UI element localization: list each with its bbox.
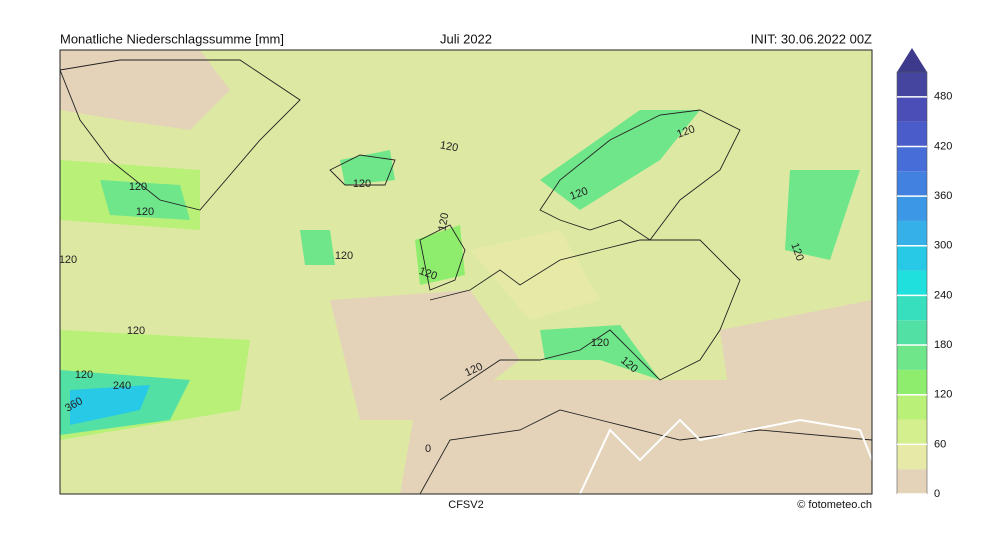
- credit: © fotometeo.ch: [797, 499, 872, 511]
- coastline: [539, 109, 741, 241]
- patch: [70, 385, 150, 425]
- contour-label: 120: [568, 185, 589, 203]
- contour-label: 120: [788, 241, 806, 262]
- model-name: CFSV2: [448, 499, 483, 511]
- init-time: INIT: 30.06.2022 00Z: [751, 31, 872, 46]
- colorbar-tick-label: 180: [934, 339, 952, 351]
- contour-label: 120: [136, 206, 154, 218]
- map: 1201201201201201201201201201202403601201…: [59, 50, 872, 494]
- colorbar-bin: [897, 345, 927, 370]
- coastline: [419, 224, 466, 291]
- contour-label: 120: [75, 369, 93, 381]
- month: Juli 2022: [440, 31, 492, 46]
- colorbar-bin: [897, 245, 927, 271]
- colorbar-tick-label: 480: [934, 91, 952, 103]
- colorbar-bin: [897, 394, 927, 420]
- colorbar-bin: [897, 72, 927, 97]
- scandinavia: [540, 110, 700, 210]
- colorbar-bin: [897, 96, 927, 122]
- contour-label: 120: [417, 265, 438, 283]
- alps: [540, 325, 660, 380]
- colorbar-bin: [897, 419, 927, 445]
- title: Monatliche Niederschlagssumme [mm]: [60, 31, 284, 46]
- russia: [785, 170, 860, 260]
- patch: [300, 230, 335, 265]
- colorbar-bin: [897, 171, 927, 197]
- colorbar-tick-label: 120: [934, 389, 952, 401]
- colorbar-bin: [897, 220, 927, 246]
- colorbar-tick-label: 360: [934, 190, 952, 202]
- colorbar-bin: [897, 320, 927, 346]
- patch: [100, 180, 190, 220]
- colorbar: 0 60 120 180 240 300 360 420 480: [896, 48, 952, 500]
- contour-label: 120: [591, 337, 609, 349]
- colorbar-bin: [897, 369, 927, 395]
- colorbar-tick-label: 0: [934, 488, 940, 500]
- colorbar-tick-label: 420: [934, 140, 952, 152]
- contour-label: 0: [425, 443, 431, 455]
- colorbar-bin: [897, 121, 927, 147]
- contour-label: 120: [335, 250, 353, 262]
- colorbar-bin: [897, 196, 927, 221]
- colorbar-bin: [897, 469, 927, 494]
- colorbar-tick-label: 300: [934, 240, 952, 252]
- north-africa: [400, 380, 872, 494]
- coastline: [429, 239, 741, 401]
- colorbar-extension: [897, 48, 927, 72]
- coastline: [60, 59, 301, 211]
- colorbar-bin: [897, 444, 927, 470]
- contour-label: 120: [59, 254, 77, 266]
- iceland: [340, 150, 395, 185]
- coastline: [329, 154, 396, 186]
- map-frame: [59, 49, 873, 495]
- contour-label: 120: [439, 139, 459, 154]
- colorbar-bin: [897, 146, 927, 172]
- west-europe: [470, 230, 600, 320]
- contour-label: 120: [129, 181, 147, 193]
- contour-label: 120: [436, 212, 451, 232]
- greenland-dry: [60, 50, 230, 130]
- contour-label: 240: [113, 380, 131, 392]
- contour-label: 120: [675, 123, 696, 141]
- contour-label: 120: [353, 178, 371, 190]
- colorbar-tick-label: 60: [934, 438, 946, 450]
- zero-contour: [579, 418, 872, 494]
- turkey-dry: [720, 300, 872, 400]
- colorbar-bin: [897, 295, 927, 321]
- colorbar-tick-label: 240: [934, 289, 952, 301]
- colorbar-bin: [897, 270, 927, 296]
- british-isles: [415, 225, 465, 285]
- contour-label: 120: [127, 325, 145, 337]
